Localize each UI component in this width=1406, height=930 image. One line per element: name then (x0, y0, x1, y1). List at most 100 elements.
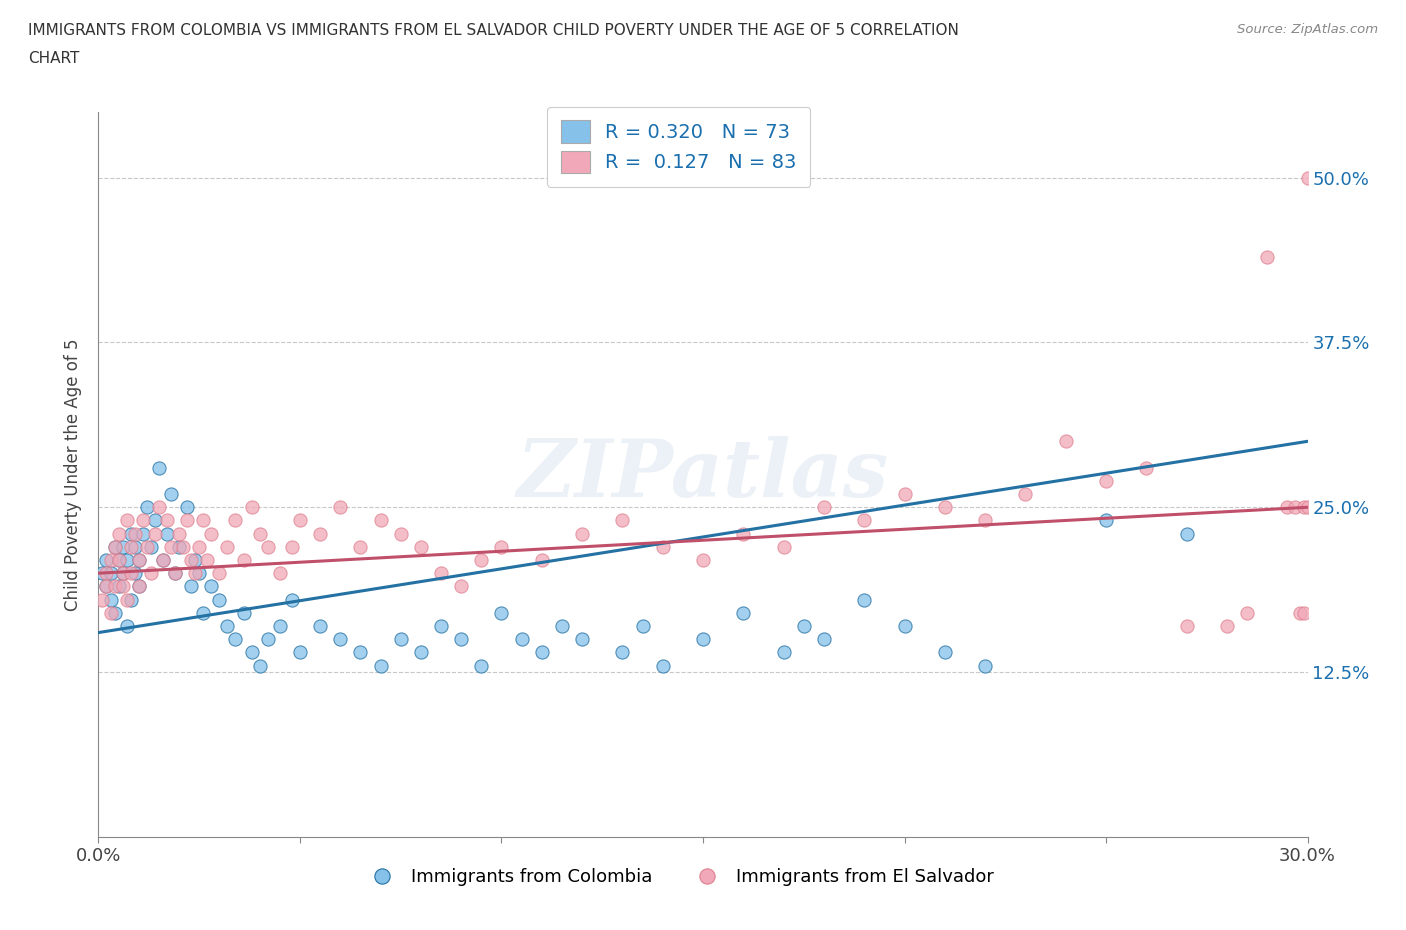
Point (111, 565, 134, 580)
Point (1095, 513, 1118, 528)
Point (143, 513, 166, 528)
Point (793, 618, 815, 633)
Point (853, 513, 876, 528)
Point (180, 552, 202, 567)
Point (733, 526, 755, 541)
Point (510, 631, 533, 646)
Point (224, 631, 246, 646)
Point (139, 539, 162, 554)
Point (281, 592, 304, 607)
Text: ZIPatlas: ZIPatlas (517, 435, 889, 513)
Point (470, 552, 492, 567)
Point (349, 644, 371, 659)
Point (176, 513, 198, 528)
Point (1288, 605, 1310, 620)
Point (1296, 499, 1319, 514)
Point (208, 592, 231, 607)
Point (1095, 473, 1118, 488)
Point (692, 631, 714, 646)
Point (430, 618, 453, 633)
Point (853, 592, 876, 607)
Point (530, 552, 553, 567)
Text: IMMIGRANTS FROM COLOMBIA VS IMMIGRANTS FROM EL SALVADOR CHILD POVERTY UNDER THE : IMMIGRANTS FROM COLOMBIA VS IMMIGRANTS F… (28, 23, 959, 38)
Point (96, 579, 118, 594)
Point (1014, 486, 1036, 501)
Point (224, 513, 246, 528)
Point (288, 513, 311, 528)
Point (120, 526, 142, 541)
Point (309, 618, 332, 633)
Point (111, 579, 134, 594)
Point (163, 565, 186, 580)
Point (612, 644, 634, 659)
Point (651, 658, 673, 673)
Point (96, 552, 118, 567)
Point (160, 486, 183, 501)
Point (184, 552, 207, 567)
Point (128, 579, 150, 594)
Point (120, 565, 142, 580)
Point (288, 644, 311, 659)
Point (491, 539, 513, 554)
Point (733, 605, 755, 620)
Point (176, 499, 198, 514)
Point (200, 526, 222, 541)
Point (208, 565, 231, 580)
Point (217, 618, 239, 633)
Point (167, 539, 190, 554)
Point (450, 631, 472, 646)
Point (389, 631, 412, 646)
Point (91, 565, 114, 580)
Point (96, 565, 118, 580)
Point (120, 592, 142, 607)
Point (96, 579, 118, 594)
Point (188, 565, 211, 580)
Point (132, 513, 155, 528)
Point (200, 579, 222, 594)
Point (631, 618, 654, 633)
Point (612, 513, 634, 528)
Point (1236, 605, 1258, 620)
Point (1175, 618, 1198, 633)
Point (232, 605, 254, 620)
Point (571, 526, 593, 541)
Point (124, 526, 146, 541)
Point (389, 526, 412, 541)
Point (329, 631, 352, 646)
Point (269, 565, 291, 580)
Text: Source: ZipAtlas.com: Source: ZipAtlas.com (1237, 23, 1378, 36)
Point (111, 565, 134, 580)
Point (163, 565, 186, 580)
Legend: Immigrants from Colombia, Immigrants from El Salvador: Immigrants from Colombia, Immigrants fro… (357, 861, 1001, 893)
Text: CHART: CHART (28, 51, 80, 66)
Point (107, 552, 129, 567)
Point (772, 644, 794, 659)
Point (143, 526, 166, 541)
Point (1292, 605, 1315, 620)
Point (256, 539, 278, 554)
Point (1292, 499, 1315, 514)
Point (107, 579, 129, 594)
Point (934, 644, 956, 659)
Point (128, 552, 150, 567)
Point (184, 565, 207, 580)
Point (974, 658, 997, 673)
Point (1175, 526, 1198, 541)
Point (349, 539, 371, 554)
Point (491, 605, 513, 620)
Point (470, 658, 492, 673)
Point (813, 499, 835, 514)
Point (195, 552, 218, 567)
Point (1054, 434, 1077, 449)
Point (256, 631, 278, 646)
Point (91, 592, 114, 607)
Point (1256, 249, 1278, 264)
Point (193, 605, 215, 620)
Point (193, 513, 215, 528)
Point (128, 579, 150, 594)
Point (281, 539, 304, 554)
Point (100, 552, 122, 567)
Point (1277, 499, 1299, 514)
Point (530, 644, 553, 659)
Point (249, 658, 271, 673)
